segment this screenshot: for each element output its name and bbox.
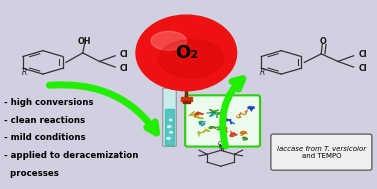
Bar xyxy=(166,109,174,145)
Bar xyxy=(181,97,192,101)
Circle shape xyxy=(169,119,172,121)
Circle shape xyxy=(167,137,170,139)
FancyBboxPatch shape xyxy=(185,95,260,147)
Text: and TEMPO: and TEMPO xyxy=(302,153,341,159)
Ellipse shape xyxy=(151,31,186,50)
Text: Cl: Cl xyxy=(120,64,129,73)
Text: N: N xyxy=(218,144,224,150)
Text: - mild conditions: - mild conditions xyxy=(4,133,85,143)
Text: O: O xyxy=(218,141,224,147)
Circle shape xyxy=(167,126,171,128)
Text: laccase from T. versicolor: laccase from T. versicolor xyxy=(277,146,366,152)
Text: processes: processes xyxy=(4,169,58,178)
Text: - high conversions: - high conversions xyxy=(4,98,93,107)
Text: R: R xyxy=(260,68,265,77)
Text: - clean reactions: - clean reactions xyxy=(4,115,85,125)
Circle shape xyxy=(170,132,173,133)
Bar xyxy=(182,101,190,103)
FancyBboxPatch shape xyxy=(271,134,372,170)
Text: OH: OH xyxy=(78,37,91,46)
FancyBboxPatch shape xyxy=(163,88,176,146)
Text: R: R xyxy=(21,68,27,77)
Text: Cl: Cl xyxy=(359,64,367,73)
Text: - applied to deracemization: - applied to deracemization xyxy=(4,151,138,160)
Ellipse shape xyxy=(136,15,237,91)
Text: Cl: Cl xyxy=(359,50,367,59)
Ellipse shape xyxy=(159,40,224,77)
Text: Cl: Cl xyxy=(120,50,129,59)
Text: O: O xyxy=(320,37,327,46)
Text: O₂: O₂ xyxy=(175,44,198,62)
